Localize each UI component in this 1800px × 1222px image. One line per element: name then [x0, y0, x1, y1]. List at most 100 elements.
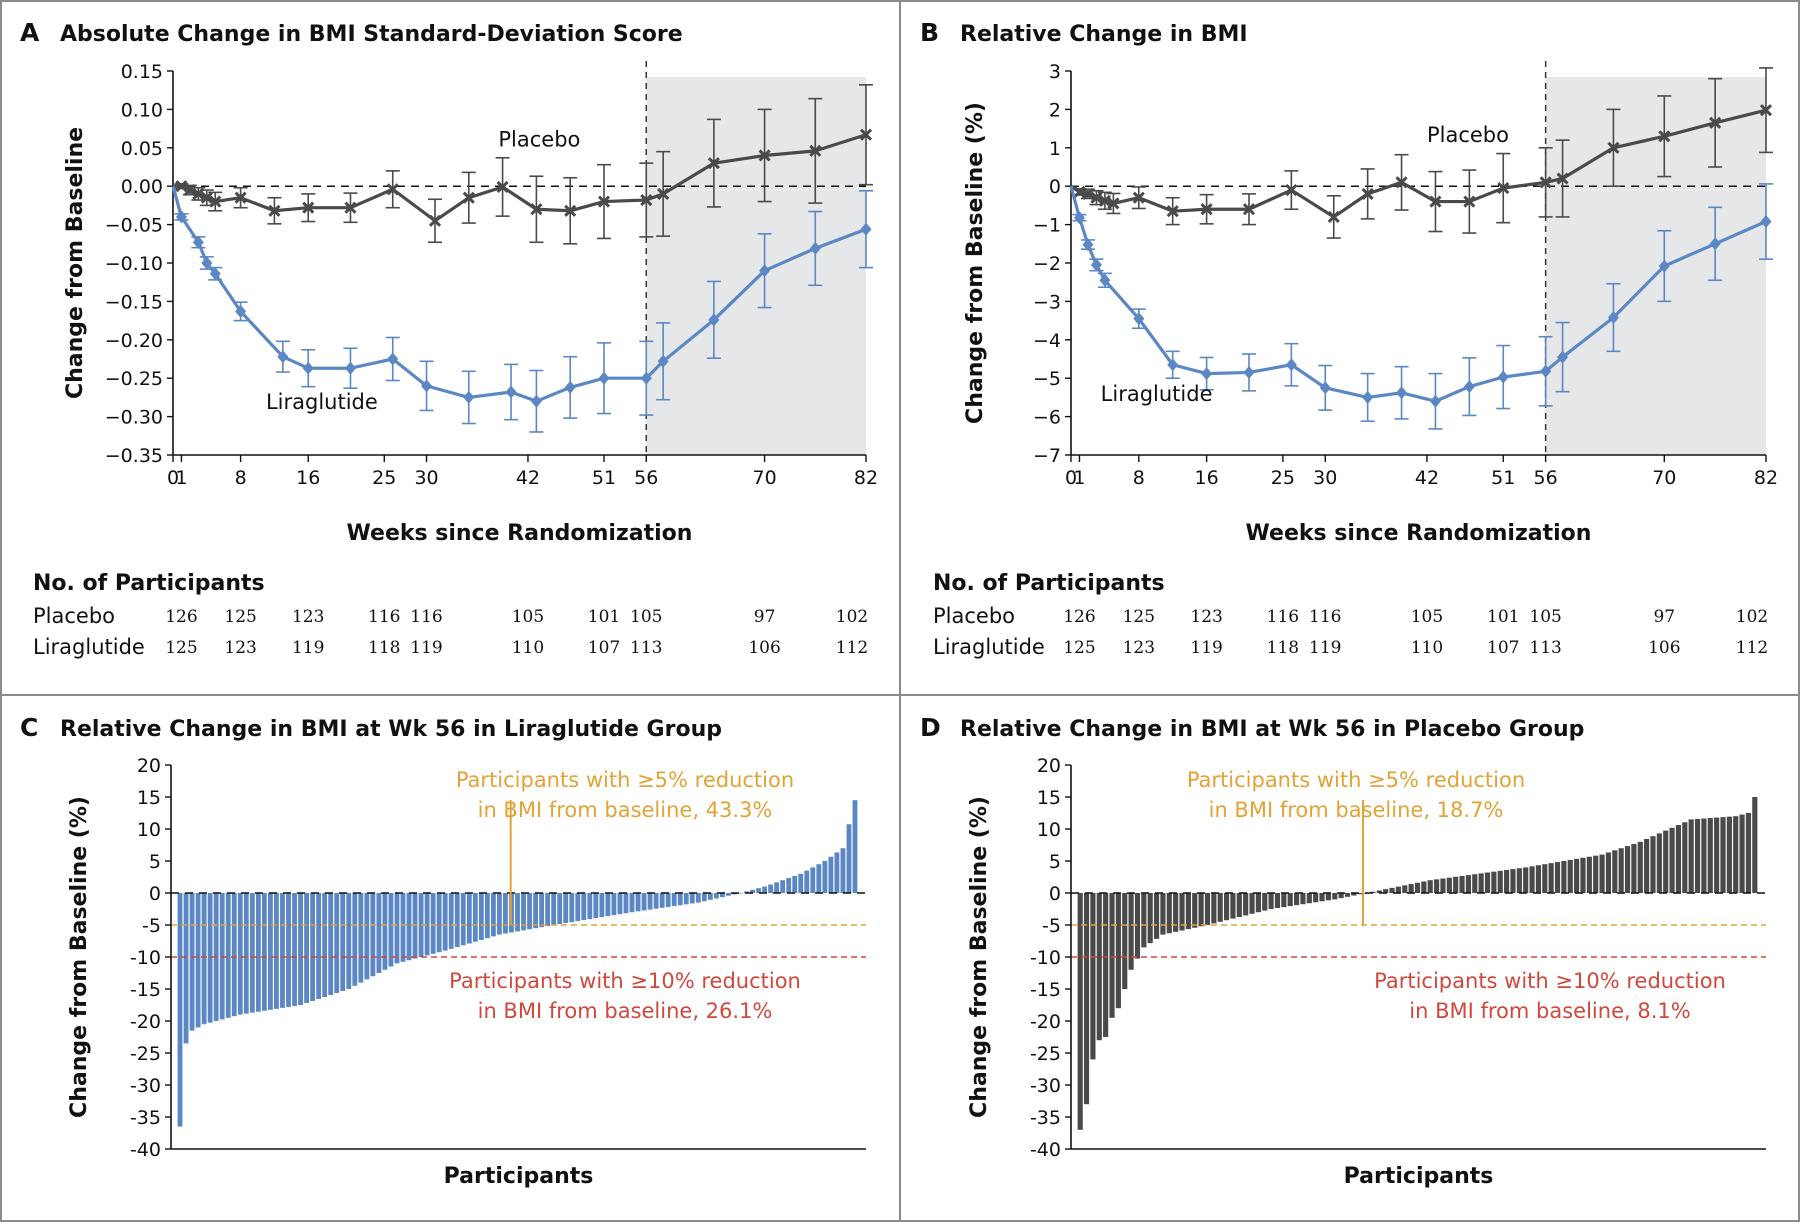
participants-count: 116 [368, 607, 400, 627]
bar [521, 893, 526, 931]
panel-b-title: Relative Change in BMI [960, 22, 1248, 47]
annotation-5pct: Participants with ≥5% reduction [1187, 768, 1525, 792]
bar [1332, 893, 1338, 900]
participants-count: 106 [748, 638, 780, 658]
bar [406, 893, 412, 961]
y-tick-label: −0.20 [105, 330, 163, 352]
participants-count: 119 [410, 638, 442, 658]
bar [744, 891, 749, 893]
bar [424, 893, 430, 956]
participants-count: 107 [1487, 638, 1519, 658]
bar [1465, 875, 1471, 893]
data-point [1759, 104, 1773, 117]
panel-a: A Absolute Change in BMI Standard-Deviat… [20, 18, 878, 659]
data-point [183, 183, 196, 197]
bar [497, 893, 502, 935]
data-point [860, 222, 872, 236]
bar [310, 893, 316, 1001]
bar [1599, 854, 1605, 893]
bar [756, 888, 761, 893]
bar [1644, 839, 1650, 893]
bar [1115, 893, 1121, 1009]
panel-c-letter: C [20, 713, 38, 742]
panel-b-extension-shade [1545, 77, 1766, 455]
data-point [1107, 197, 1120, 210]
x-tick-label: 16 [1195, 467, 1219, 489]
bar [1077, 893, 1083, 1130]
y-tick-label: -15 [130, 979, 161, 1001]
bar [243, 893, 249, 1014]
participants-row-label: Placebo [33, 604, 115, 628]
bar [1497, 870, 1503, 893]
bar [1516, 868, 1522, 893]
participants-count: 125 [224, 607, 256, 627]
y-tick-label: −2 [1033, 253, 1061, 275]
data-point [1463, 195, 1476, 208]
bar [1427, 880, 1433, 893]
bar [689, 893, 695, 904]
y-tick-label: -40 [130, 1139, 161, 1161]
bar [1268, 893, 1274, 909]
data-point [1658, 130, 1671, 143]
bar [629, 893, 635, 913]
x-tick-label: 0 [1065, 467, 1077, 489]
bar [1421, 881, 1427, 893]
panel-b: B Relative Change in BMI 3210−1−2−3−4−5−… [920, 18, 1778, 659]
data-point [1242, 203, 1256, 216]
bar [1325, 893, 1331, 901]
bar [617, 893, 623, 915]
bar [1262, 893, 1268, 911]
y-tick-label: -30 [1030, 1075, 1061, 1097]
data-point [1760, 215, 1772, 229]
bar [713, 893, 719, 899]
data-point [640, 371, 652, 385]
data-point [530, 394, 542, 408]
bar [430, 893, 436, 954]
bar [1535, 865, 1542, 893]
y-tick-label: 0 [1049, 176, 1061, 198]
data-point [277, 350, 289, 364]
data-point [1090, 258, 1102, 272]
bar [1192, 893, 1198, 928]
bar [1631, 843, 1637, 893]
participants-count: 126 [165, 607, 197, 627]
panel-c: C Relative Change in BMI at Wk 56 in Lir… [20, 713, 866, 1189]
bar [1338, 893, 1344, 899]
data-point [1081, 187, 1095, 200]
data-point [302, 361, 314, 375]
panel-d-y-axis-title: Change from Baseline (%) [967, 796, 992, 1118]
bar [1274, 893, 1281, 909]
data-point [1709, 116, 1722, 129]
bar [1434, 879, 1440, 893]
bar [503, 893, 508, 934]
bar [1733, 816, 1739, 893]
series-liraglutide [171, 185, 873, 433]
data-point [859, 128, 873, 141]
bar [1306, 893, 1312, 904]
bar [557, 893, 563, 925]
annotation-10pct: Participants with ≥10% reduction [1374, 969, 1726, 993]
bar [1122, 893, 1128, 989]
data-point [234, 191, 247, 204]
bar [267, 893, 273, 1010]
bar [1472, 874, 1478, 893]
participants-count: 118 [1267, 638, 1299, 658]
bar [261, 893, 267, 1011]
bar [352, 893, 358, 986]
y-tick-label: -35 [1030, 1107, 1061, 1129]
annotation-10pct: Participants with ≥10% reduction [449, 969, 801, 993]
bar [1529, 866, 1535, 893]
bar [665, 893, 671, 907]
bar [569, 893, 575, 923]
y-tick-label: -35 [130, 1107, 161, 1129]
bar [1567, 859, 1573, 893]
bar [274, 893, 279, 1009]
participants-row-label: Placebo [933, 604, 1015, 628]
participants-count: 112 [836, 638, 868, 658]
bar [1166, 893, 1172, 934]
data-point [1396, 386, 1408, 400]
participants-count: 125 [1063, 638, 1095, 658]
bar [707, 893, 713, 900]
data-point [1557, 350, 1569, 364]
y-tick-label: −0.35 [105, 445, 163, 467]
